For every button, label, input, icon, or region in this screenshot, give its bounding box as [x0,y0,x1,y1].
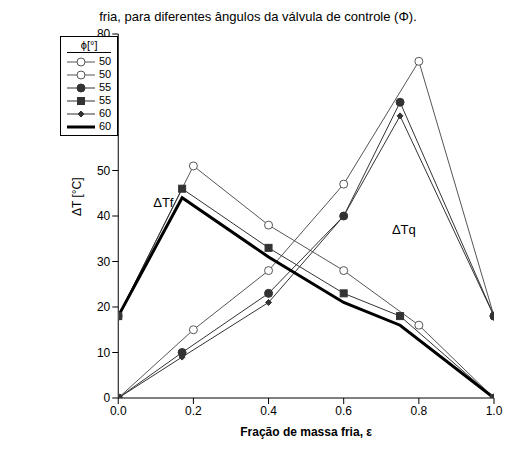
svg-text:0.6: 0.6 [335,404,352,418]
svg-text:50: 50 [97,164,111,178]
svg-text:0.4: 0.4 [260,404,277,418]
svg-text:ΔTq: ΔTq [392,222,416,237]
svg-text:10: 10 [97,346,111,360]
svg-text:Fração de massa fria, ε: Fração de massa fria, ε [240,425,372,439]
svg-text:70: 70 [97,73,111,87]
svg-text:0.2: 0.2 [185,404,202,418]
svg-text:ΔTf: ΔTf [153,195,174,210]
svg-text:ΔT [°C]: ΔT [°C] [70,177,84,216]
svg-text:0.8: 0.8 [411,404,428,418]
svg-text:40: 40 [97,209,111,223]
svg-text:30: 30 [97,255,111,269]
svg-text:0.0: 0.0 [110,404,127,418]
svg-text:20: 20 [97,300,111,314]
svg-text:0: 0 [104,391,111,405]
svg-text:60: 60 [97,118,111,132]
svg-text:80: 80 [97,27,111,41]
svg-text:1.0: 1.0 [486,404,503,418]
